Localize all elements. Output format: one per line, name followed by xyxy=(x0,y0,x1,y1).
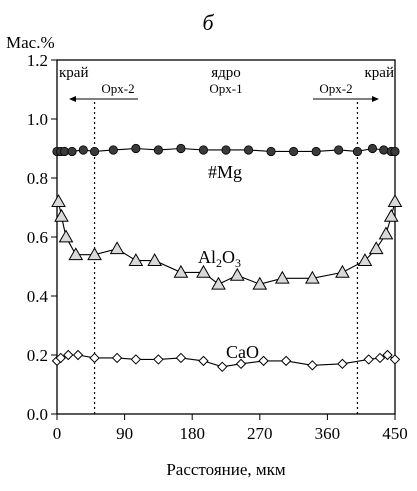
y-tick-label: 0.8 xyxy=(27,169,48,188)
cao-point xyxy=(280,355,292,367)
al2o3-point xyxy=(383,208,399,222)
mg-point xyxy=(108,145,118,155)
cao-point xyxy=(258,355,269,367)
al2o3-point xyxy=(87,247,102,261)
cao-point xyxy=(130,354,142,365)
y-tick-label: 1.2 xyxy=(27,51,48,70)
al2o3-point xyxy=(173,264,189,278)
zone-right-label: Opx-2 xyxy=(319,81,352,96)
x-tick-label: 90 xyxy=(116,424,133,443)
cao-point xyxy=(72,349,84,361)
core-label: ядро xyxy=(211,65,241,81)
cao-point xyxy=(337,358,348,370)
cao-point xyxy=(307,360,318,371)
al2o3-point xyxy=(128,253,144,266)
series-line xyxy=(57,147,395,153)
mg-point xyxy=(78,145,88,155)
al2o3-point xyxy=(378,226,394,240)
zone-left-arrowhead xyxy=(69,96,76,102)
series-label: #Mg xyxy=(208,162,242,182)
x-tick-label: 360 xyxy=(315,424,341,443)
cao-point xyxy=(198,355,209,367)
mg-point xyxy=(390,146,400,157)
zone-left-label: Opx-2 xyxy=(101,81,134,96)
al2o3-point xyxy=(305,270,320,284)
core-sub-label: Opx-1 xyxy=(209,81,242,96)
panel-label: б xyxy=(202,10,214,35)
cao-point xyxy=(55,352,66,364)
al2o3-point xyxy=(335,264,350,278)
y-tick-label: 0.0 xyxy=(27,405,48,424)
mg-point xyxy=(379,145,389,155)
cao-point xyxy=(389,354,401,365)
y-tick-label: 1.0 xyxy=(27,110,48,129)
x-tick-label: 180 xyxy=(179,424,205,443)
y-tick-label: 0.4 xyxy=(27,287,49,306)
mg-point xyxy=(352,146,363,157)
y-tick-label: 0.2 xyxy=(27,346,48,365)
al2o3-point xyxy=(229,267,245,281)
edge-right-label: край xyxy=(365,65,394,81)
mg-point xyxy=(266,146,276,157)
cao-point xyxy=(235,358,247,370)
al2o3-point xyxy=(274,270,290,284)
al2o3-point xyxy=(252,276,268,290)
x-tick-label: 0 xyxy=(53,424,62,443)
mg-point xyxy=(243,145,254,155)
mg-point xyxy=(288,146,299,157)
cao-point xyxy=(153,354,164,365)
mg-point xyxy=(67,146,77,157)
zone-right-arrowhead xyxy=(372,96,379,102)
al2o3-point xyxy=(58,229,74,243)
y-axis-title: Мас.% xyxy=(6,33,55,52)
cao-point xyxy=(382,349,393,361)
al2o3-point xyxy=(109,241,125,255)
cao-point xyxy=(217,361,228,373)
mg-point xyxy=(367,143,378,154)
cao-point xyxy=(374,352,386,364)
mg-point xyxy=(311,146,321,157)
x-axis-title: Расстояние, мкм xyxy=(166,460,286,479)
ticks-layer: 0 90 180 270 360 450 0.0 0.2 0.4 0.6 0.8 1.0 1.2 xyxy=(27,51,408,443)
mg-point xyxy=(334,145,344,155)
mg-point xyxy=(89,146,100,157)
cao-point xyxy=(63,349,74,361)
cao-point xyxy=(175,352,187,364)
y-tick-label: 0.6 xyxy=(27,228,48,247)
mg-point xyxy=(131,143,141,154)
mg-point xyxy=(176,143,186,154)
mg-point xyxy=(221,145,231,155)
x-tick-label: 450 xyxy=(382,424,408,443)
al2o3-point xyxy=(54,208,69,222)
cao-point xyxy=(363,354,374,365)
x-tick-label: 270 xyxy=(247,424,273,443)
mg-point xyxy=(153,145,163,155)
al2o3-point xyxy=(368,241,384,255)
cao-point xyxy=(89,352,100,364)
al2o3-point xyxy=(357,253,373,266)
al2o3-point xyxy=(147,253,163,266)
series-label: Al2O3 xyxy=(198,247,241,270)
series-label: CaO xyxy=(226,342,259,362)
al2o3-point xyxy=(387,194,403,207)
al2o3-point xyxy=(51,194,66,207)
al2o3-point xyxy=(211,276,226,290)
al2o3-point xyxy=(196,264,211,278)
edge-left-label: край xyxy=(59,65,88,81)
al2o3-point xyxy=(68,247,84,261)
series-layer xyxy=(51,143,403,373)
mg-point xyxy=(198,145,209,155)
cao-point xyxy=(111,352,123,364)
series-labels-layer: #Mg Al2O3 CaO xyxy=(198,162,259,362)
